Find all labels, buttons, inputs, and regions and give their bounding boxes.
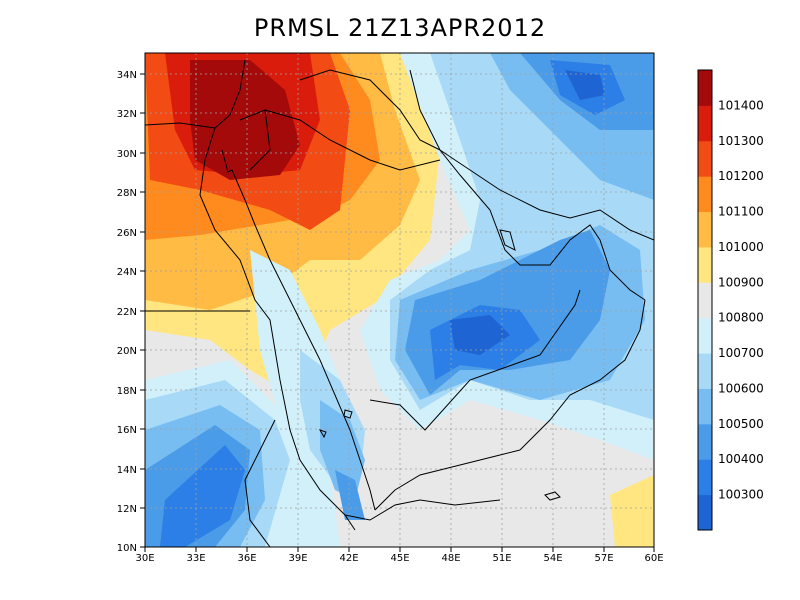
colorbar-frame (697, 69, 713, 531)
gridlines (145, 53, 654, 547)
red-sea-east-coast (231, 169, 376, 511)
lat-label: 28N (117, 188, 137, 199)
colorbar-swatch (698, 388, 712, 425)
lon-label: 33E (186, 553, 205, 564)
colorbar-swatch (698, 494, 712, 531)
lat-label: 12N (117, 504, 137, 515)
yemen-south-coast (374, 449, 521, 511)
colorbar-label: 101200 (718, 169, 764, 183)
border-saudi-iraq (264, 109, 441, 171)
mediterranean-coast (145, 59, 246, 129)
colorbar-label: 100300 (718, 488, 764, 502)
iran-coast (439, 149, 654, 241)
lon-labels: 30E 33E 36E 39E 42E 45E 48E 51E 54E 57E … (135, 553, 663, 564)
lat-label: 22N (117, 307, 137, 318)
colorbar-swatch (698, 105, 712, 142)
lon-label: 54E (543, 553, 562, 564)
border-jordan (239, 109, 271, 171)
lon-label: 39E (288, 553, 307, 564)
colorbar-label: 101400 (718, 98, 764, 112)
colorbar-swatch (698, 423, 712, 460)
sinai-red-sea-west-coast (199, 127, 356, 531)
colorbar-swatch (698, 459, 712, 496)
coastlines-borders (145, 59, 654, 547)
lat-label: 30N (117, 149, 137, 160)
colorbar-swatch (698, 353, 712, 389)
colorbar-swatch (698, 246, 712, 283)
contour-redsea-100500 (335, 470, 365, 520)
colorbar-label: 101100 (718, 205, 764, 219)
colorbar-swatch (698, 140, 712, 177)
lon-label: 36E (237, 553, 256, 564)
colorbar-label: 100400 (718, 452, 764, 466)
lat-labels: 10N 12N 14N 16N 18N 20N 22N 24N 26N 28N … (117, 70, 137, 554)
contour-se-100900 (610, 475, 654, 547)
lon-label: 48E (441, 553, 460, 564)
contour-sw-100400 (160, 445, 245, 547)
lon-label: 45E (390, 553, 409, 564)
somalia-coast (344, 499, 501, 521)
colorbar-swatch (698, 211, 712, 248)
border-sudan-eritrea (244, 419, 276, 547)
colorbar-label: 100600 (718, 381, 764, 395)
colorbar-label: 100500 (718, 417, 764, 431)
colorbar: 100300 100400 100500 100600 100700 100800 1009… (697, 69, 764, 531)
lon-label: 60E (644, 553, 663, 564)
map-frame-group (145, 53, 654, 547)
border-iraq-iran (299, 69, 441, 151)
lat-label: 32N (117, 109, 137, 120)
contour-101400 (190, 60, 300, 180)
gulf-coast-arabia (409, 69, 646, 301)
lat-label: 26N (117, 228, 137, 239)
axis-ticks (140, 73, 655, 552)
lat-label: 34N (117, 70, 137, 81)
colorbar-label: 100800 (718, 311, 764, 325)
lat-label: 16N (117, 425, 137, 436)
lat-label: 14N (117, 465, 137, 476)
contour-east-100300b (450, 315, 510, 355)
oman-coast (519, 299, 646, 451)
colorbar-label: 101000 (718, 240, 764, 254)
qatar (499, 229, 516, 251)
lon-label: 51E (492, 553, 511, 564)
lon-label: 42E (339, 553, 358, 564)
colorbar-swatch (698, 317, 712, 354)
lon-label: 30E (135, 553, 154, 564)
lat-label: 20N (117, 346, 137, 357)
colorbar-swatch (698, 176, 712, 213)
lat-label: 10N (117, 543, 137, 554)
contour-redsea-100600 (320, 400, 365, 500)
lat-label: 24N (117, 267, 137, 278)
gulf-of-aqaba (221, 149, 233, 173)
islands (318, 409, 561, 501)
colorbar-label: 100700 (718, 346, 764, 360)
map-title: PRMSL 21Z13APR2012 (253, 14, 547, 42)
colorbar-swatch (698, 70, 712, 106)
colorbar-swatch (698, 282, 712, 319)
border-saudi-yemen (369, 289, 581, 431)
contour-east-100300 (565, 70, 605, 100)
lat-label: 18N (117, 386, 137, 397)
colorbar-label: 101300 (718, 134, 764, 148)
colorbar-label: 100900 (718, 275, 764, 289)
pressure-contours (145, 53, 654, 547)
lon-label: 57E (594, 553, 613, 564)
